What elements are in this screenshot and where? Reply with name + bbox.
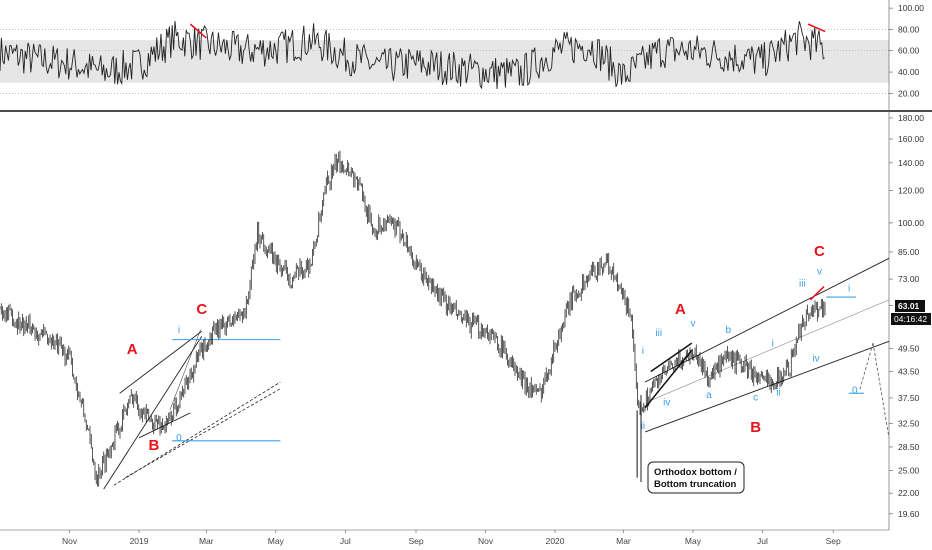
wave-label-blue: iv	[663, 397, 670, 408]
dashed-trendline-1	[113, 381, 281, 486]
time-tick-label: Mar	[616, 536, 631, 546]
time-tick-label: Sep	[408, 536, 423, 546]
wave-label-blue: 0	[176, 433, 182, 444]
time-tick-label: Nov	[62, 536, 78, 546]
wave-label-blue: a	[706, 390, 712, 401]
wave-label-blue: v	[690, 318, 695, 329]
trend-drawings	[103, 257, 890, 490]
price-tick-label: 28.50	[898, 442, 920, 452]
wave-label-blue: iv	[812, 354, 819, 365]
wave-label-blue: i	[642, 346, 644, 357]
time-tick-label: Jul	[340, 536, 351, 546]
wave-label-blue: b	[726, 325, 732, 336]
oscillator-series-line	[0, 21, 825, 90]
price-tick-label: 25.00	[898, 465, 920, 475]
oscillator-guide-lines	[0, 29, 889, 94]
price-tick-label: 37.50	[898, 393, 920, 403]
price-tick-label: 100.00	[898, 218, 924, 228]
oscillator-tick-label: 100.00	[898, 3, 924, 13]
wave-label-blue: iii	[655, 328, 662, 339]
wave-label-blue: iii	[799, 279, 806, 290]
price-tick-label: 19.60	[898, 509, 920, 519]
wave-label-blue: i	[772, 339, 774, 350]
price-tick-label: 160.00	[898, 134, 924, 144]
time-tick-label: Nov	[478, 536, 494, 546]
price-tick-label: 49.50	[898, 343, 920, 353]
wave-label-red: B	[148, 437, 159, 454]
last-price-tag: 63.01 04:16:42	[891, 300, 931, 325]
price-tick-label: 180.00	[898, 113, 924, 123]
channel-lower-2019	[103, 335, 203, 490]
price-divergence-line	[809, 285, 825, 301]
oscillator-axis: 100.00 80.00 60.00 40.00 20.00	[889, 3, 924, 98]
oscillator-tick-label: 20.00	[898, 88, 920, 98]
channel-lower-2020	[644, 340, 890, 433]
price-tick-label: 73.00	[898, 274, 920, 284]
channel-upper-2020	[644, 257, 890, 383]
wave-label-blue: c	[753, 392, 758, 403]
divergence-line	[807, 23, 826, 33]
time-tick-label: Jul	[757, 536, 768, 546]
wave-label-blue: v	[817, 266, 822, 277]
oscillator-tick-label: 40.00	[898, 67, 920, 77]
wave-guide-2019	[169, 329, 201, 411]
wave-label-blue: i	[178, 325, 180, 336]
wave-label-red: C	[814, 243, 825, 260]
time-axis: Nov 2019 Mar May Jul Sep Nov 2020 Mar May Jul Sep	[62, 530, 841, 546]
time-tick-label: May	[685, 536, 702, 546]
impulse-upper	[650, 342, 693, 373]
projection-leg-1	[858, 342, 874, 392]
time-tick-label: Mar	[199, 536, 214, 546]
price-tick-label: 43.50	[898, 366, 920, 376]
time-tick-label: 2019	[130, 536, 149, 546]
wave-label-red: A	[127, 341, 138, 358]
wave-label-red: B	[750, 419, 761, 436]
wave-label-blue: ii	[776, 388, 780, 399]
countdown-label: 04:16:42	[894, 314, 927, 324]
price-tick-label: 140.00	[898, 158, 924, 168]
channel-mid-2020	[650, 299, 890, 401]
time-tick-label: Sep	[826, 536, 841, 546]
wave-label-blue: ii	[641, 421, 645, 432]
price-tick-label: 85.00	[898, 247, 920, 257]
wave-labels-red: A B C A B C	[127, 243, 825, 454]
wave-label-blue: i	[848, 284, 850, 295]
wave-label-blue: 0	[852, 385, 858, 396]
annotation-line-2: Bottom truncation	[654, 479, 737, 490]
oscillator-tick-label: 80.00	[898, 24, 920, 34]
annotation-line-1: Orthodox bottom /	[654, 467, 737, 478]
annotation-box: Orthodox bottom / Bottom truncation	[640, 395, 745, 494]
channel-upper-2019	[119, 330, 203, 394]
oscillator-divergence-lines	[189, 23, 826, 39]
oscillator-tick-label: 60.00	[898, 46, 920, 56]
wave-label-red: C	[196, 301, 207, 318]
price-series	[0, 150, 826, 487]
divergence-line	[189, 23, 207, 39]
last-price-label: 63.01	[898, 301, 920, 311]
projection-leg-2	[872, 343, 890, 438]
time-tick-label: 2020	[546, 536, 565, 546]
price-tick-label: 32.50	[898, 419, 920, 429]
oscillator-panel: 100.00 80.00 60.00 40.00 20.00	[0, 3, 924, 98]
price-tick-label: 120.00	[898, 185, 924, 195]
time-tick-label: May	[268, 536, 285, 546]
wave-label-red: A	[675, 301, 686, 318]
price-tick-label: 22.00	[898, 488, 920, 498]
price-panel: 180.00 160.00 140.00 120.00 100.00 85.00 73.00…	[0, 113, 931, 519]
